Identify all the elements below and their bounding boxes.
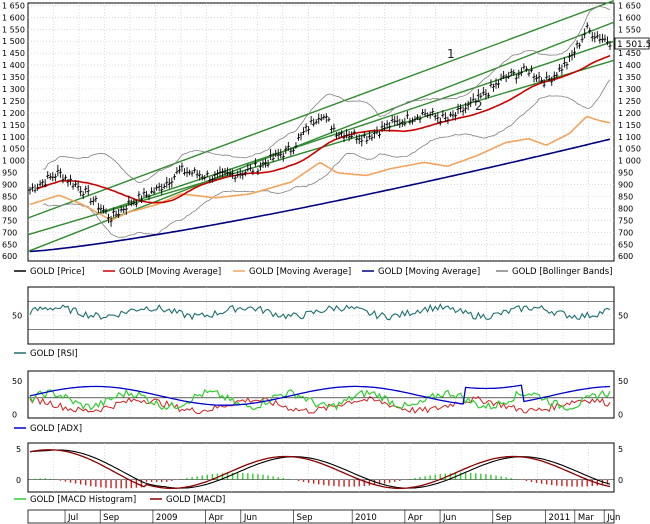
price-tick-label-right: 750: [618, 216, 633, 225]
price-tick-label-left: 1 650: [2, 1, 25, 10]
price-tick-label-left: 850: [2, 193, 17, 202]
macd-tick-label-right: 5: [618, 445, 623, 454]
adx-tick-label-left: 50: [12, 377, 22, 386]
price-tick-label-left: 1 200: [2, 109, 25, 118]
date-axis-label: Sep: [297, 513, 313, 523]
price-tick-label-right: 1 050: [618, 145, 641, 154]
date-axis-label: Jun: [442, 513, 456, 523]
price-tick-label-left: 700: [2, 228, 17, 237]
price-tick-label-right: 1 350: [618, 73, 641, 82]
price-tick-label-left: 1 450: [2, 49, 25, 58]
price-tick-label-left: 1 050: [2, 145, 25, 154]
price-tick-label-right: 1 400: [618, 61, 641, 70]
price-tick-label-right: 850: [618, 193, 633, 202]
date-axis-label: Jun: [243, 513, 257, 523]
legend-label: GOLD [RSI]: [30, 349, 78, 359]
date-axis-label: Apr: [408, 513, 423, 523]
price-tick-label-right: 1 600: [618, 13, 641, 22]
macd-line: [29, 449, 611, 489]
date-axis: [27, 509, 615, 524]
legend-label: GOLD [MACD Histogram]: [30, 495, 136, 505]
price-tick-label-right: 800: [618, 204, 633, 213]
channel-label-1: 1: [447, 47, 455, 61]
price-tick-label-left: 1 150: [2, 121, 25, 130]
price-tick-label-left: 1 250: [2, 97, 25, 106]
adx-line: [29, 384, 611, 406]
price-tick-label-right: 1 550: [618, 25, 641, 34]
price-tick-label-left: 1 000: [2, 157, 25, 166]
price-tick-label-right: 1 300: [618, 85, 641, 94]
macd-tick-label-right: 0: [618, 476, 623, 485]
price-tick-label-left: 950: [2, 169, 17, 178]
price-tick-label-right: 650: [618, 240, 633, 249]
legend-label: GOLD [Price]: [30, 267, 85, 277]
price-tick-label-left: 650: [2, 240, 17, 249]
adx-di-minus-line: [29, 396, 611, 414]
moving-average-short: [37, 54, 611, 204]
price-tick-label-left: 600: [2, 252, 17, 261]
price-tick-label-left: 1 500: [2, 37, 25, 46]
price-tick-label-right: 1 450: [618, 49, 641, 58]
adx-panel[interactable]: [27, 370, 615, 419]
rsi-tick-label-right: 50: [618, 312, 628, 321]
date-axis-label: 2009: [156, 513, 178, 523]
legend-label: GOLD [Moving Average]: [249, 267, 351, 277]
price-tick-label-right: 1 000: [618, 157, 641, 166]
price-tick-label-left: 1 400: [2, 61, 25, 70]
trend-channel-line: [27, 0, 615, 219]
price-panel[interactable]: [27, 2, 615, 262]
legend-label: GOLD [Moving Average]: [378, 267, 480, 277]
price-tick-label-right: 1 200: [618, 109, 641, 118]
bollinger-upper: [42, 6, 611, 184]
trend-channel-line: [98, 40, 615, 214]
moving-average-long: [29, 138, 611, 253]
adx-di-plus-line: [29, 388, 611, 411]
price-tick-label-left: 1 600: [2, 13, 25, 22]
adx-tick-label-right: 0: [618, 411, 623, 420]
price-tick-label-right: 950: [618, 169, 633, 178]
price-tick-label-right: 700: [618, 228, 633, 237]
bollinger-lower: [42, 79, 611, 238]
date-axis-label: Sep: [103, 513, 119, 523]
price-tick-label-left: 1 300: [2, 85, 25, 94]
date-axis-label: Apr: [209, 513, 224, 523]
rsi-tick-label-left: 50: [12, 312, 22, 321]
rsi-line: [29, 303, 611, 321]
macd-tick-label-left: 5: [16, 445, 21, 454]
price-tick-label-left: 1 550: [2, 25, 25, 34]
price-tick-label-right: 1 100: [618, 133, 641, 142]
legend-label: GOLD [Moving Average]: [119, 267, 221, 277]
price-legend: GOLD [Price] GOLD [Moving Average] GOLD [M…: [14, 267, 612, 277]
price-tick-label-left: 800: [2, 204, 17, 213]
price-tick-label-left: 1 350: [2, 73, 25, 82]
price-tick-label-right: 1 150: [618, 121, 641, 130]
date-axis-label: 2011: [549, 513, 571, 523]
adx-legend: GOLD [ADX]: [14, 424, 82, 434]
price-tick-label-right: 1 650: [618, 1, 641, 10]
channel-label-2: 2: [475, 99, 483, 113]
rsi-panel[interactable]: [27, 286, 615, 345]
last-price-label: 1 501.5: [617, 40, 650, 50]
legend-label: GOLD [ADX]: [30, 424, 82, 434]
date-axis-label: 2010: [355, 513, 377, 523]
last-price-box: [614, 37, 650, 50]
price-tick-label-right: 900: [618, 181, 633, 190]
macd-legend: GOLD [MACD Histogram] GOLD [MACD]: [14, 495, 225, 505]
rsi-legend: GOLD [RSI]: [14, 349, 78, 359]
adx-tick-label-right: 50: [618, 377, 628, 386]
adx-tick-label-left: 0: [12, 411, 17, 420]
macd-tick-label-left: 0: [16, 476, 21, 485]
date-axis-label: Jun: [606, 513, 620, 523]
date-axis-label: Mar: [578, 513, 595, 523]
date-axis-label: Sep: [496, 513, 512, 523]
legend-label: GOLD [MACD]: [166, 495, 225, 505]
price-tick-label-left: 750: [2, 216, 17, 225]
price-tick-label-left: 900: [2, 181, 17, 190]
price-tick-label-right: 1 250: [618, 97, 641, 106]
legend-label: GOLD [Bollinger Bands]: [512, 267, 612, 277]
date-axis-label: Jul: [67, 513, 78, 523]
price-tick-label-right: 600: [618, 252, 633, 261]
price-tick-label-left: 1 100: [2, 133, 25, 142]
